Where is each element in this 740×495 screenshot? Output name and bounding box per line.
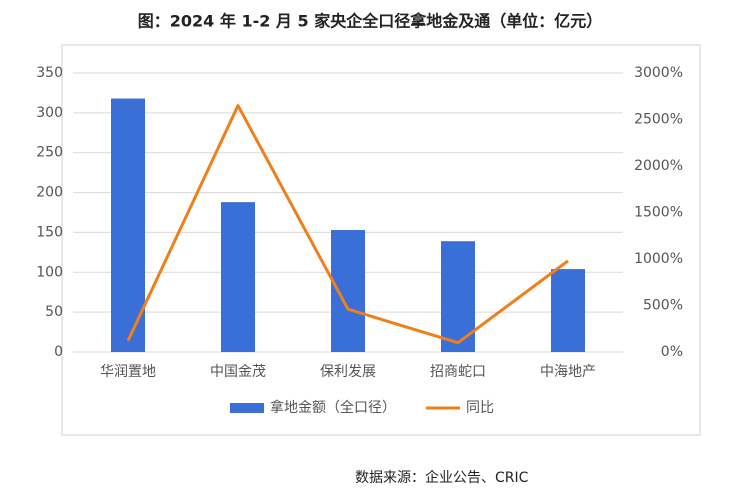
x-tick-label: 招商蛇口: [430, 364, 486, 380]
bar: [331, 230, 365, 352]
chart-title: 图：2024 年 1-2 月 5 家央企全口径拿地金及通（单位：亿元）: [138, 12, 602, 31]
x-tick-label: 华润置地: [100, 364, 156, 380]
y-tick-label: 300: [36, 105, 63, 121]
y-tick-label: 100: [36, 264, 63, 280]
y2-tick-label: 0%: [661, 344, 683, 360]
y2-tick-label: 500%: [643, 298, 683, 314]
bar: [221, 202, 255, 352]
bar: [551, 269, 585, 352]
chart-frame: [61, 44, 701, 436]
x-tick-label: 中海地产: [540, 364, 596, 380]
y-tick-label: 0: [54, 344, 63, 360]
y2-tick-label: 2000%: [634, 158, 683, 174]
y-tick-label: 250: [36, 145, 63, 161]
y-tick-label: 350: [36, 65, 63, 81]
y-tick-label: 200: [36, 185, 63, 201]
y2-tick-label: 2500%: [634, 112, 683, 128]
legend-label: 同比: [466, 400, 494, 416]
y2-tick-label: 1000%: [634, 251, 683, 267]
source-note: 数据来源：企业公告、CRIC: [355, 469, 529, 486]
legend-swatch: [230, 403, 264, 413]
legend-label: 拿地金额（全口径）: [270, 399, 396, 416]
line: [126, 104, 569, 345]
y-tick-label: 50: [45, 304, 63, 320]
y-tick-label: 150: [36, 224, 63, 240]
x-tick-label: 中国金茂: [210, 363, 266, 380]
y2-tick-label: 3000%: [634, 65, 683, 81]
y2-tick-label: 1500%: [634, 205, 683, 221]
x-tick-label: 保利发展: [320, 364, 376, 380]
bar: [111, 98, 145, 352]
